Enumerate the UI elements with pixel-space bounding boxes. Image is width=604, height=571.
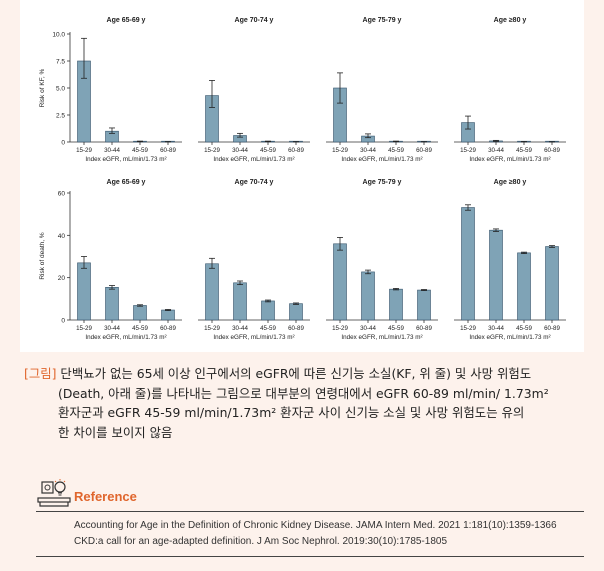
y-tick-label: 20 [58,275,66,282]
x-axis-label: Index eGFR, mL/min/1.73 m² [341,156,422,163]
x-tick-label: 30-44 [104,147,120,154]
bar [261,300,275,321]
reference-item: CKD:a call for an age-adapted definition… [74,536,448,547]
x-tick-label: 30-44 [104,325,120,332]
x-tick-label: 30-44 [488,147,504,154]
x-tick-label: 45-59 [516,325,532,332]
bar [77,262,91,321]
x-tick-label: 45-59 [516,147,532,154]
panel-title: Age 75-79 y [363,179,402,186]
chart-panel: Risk of KF, % 0 2.5 5.0 7.5 10.0 Age 65-69 y 15… [20,0,584,352]
y-tick-label: 40 [58,233,66,240]
reference-divider-bottom [36,556,584,557]
x-tick-label: 15-29 [332,325,348,332]
y-tick-label: 7.5 [56,59,65,66]
x-tick-label: 15-29 [332,147,348,154]
x-tick-label: 15-29 [204,147,220,154]
x-tick-label: 30-44 [360,325,376,332]
y-tick-label: 0 [61,140,65,147]
panel-title: Age ≥80 y [494,17,527,24]
bar [233,282,247,321]
kidney-risk-chart: Risk of KF, % 0 2.5 5.0 7.5 10.0 Age 65-69 y 15… [39,17,566,341]
y-tick-label: 5.0 [56,86,65,93]
x-axis-label: Index eGFR, mL/min/1.73 m² [469,156,550,163]
bar [389,288,403,321]
panel-title: Age 65-69 y [107,179,146,186]
x-tick-label: 45-59 [388,147,404,154]
bar [545,246,559,321]
x-tick-label: 60-89 [160,147,176,154]
x-tick-label: 15-29 [76,147,92,154]
x-tick-label: 60-89 [416,147,432,154]
caption-line-1: 단백뇨가 없는 65세 이상 인구에서의 eGFR에 따른 신기능 소실(KF,… [60,366,532,381]
bar [133,305,147,321]
x-axis-label: Index eGFR, mL/min/1.73 m² [85,334,166,341]
panel-title: Age 70-74 y [235,17,274,24]
x-tick-label: 60-89 [288,325,304,332]
caption-line-2: (Death, 아래 줄)를 나타내는 그림으로 대부분의 연령대에서 eGFR… [58,385,549,401]
reference-divider-top [36,511,584,512]
panel-title: Age 75-79 y [363,17,402,24]
x-tick-label: 30-44 [232,325,248,332]
bar [161,309,175,321]
reference-list: Accounting for Age in the Definition of … [74,518,574,550]
caption-line-3: 환자군과 eGFR 45-59 ml/min/1.73m² 환자군 사이 신기능… [58,405,525,420]
bar [417,289,431,321]
x-tick-label: 60-89 [416,325,432,332]
x-tick-label: 60-89 [544,325,560,332]
figure-caption: [그림] 단백뇨가 없는 65세 이상 인구에서의 eGFR에 따른 신기능 소… [24,364,584,442]
bar [517,252,531,321]
x-tick-label: 15-29 [460,147,476,154]
y-axis-label: Risk of death, % [39,232,46,280]
y-tick-label: 10.0 [52,32,65,39]
x-tick-label: 45-59 [132,325,148,332]
caption-line-4: 한 차이를 보이지 않음 [58,424,173,440]
x-tick-label: 45-59 [260,325,276,332]
bar [461,207,475,321]
panel-title: Age ≥80 y [494,179,527,186]
bar [105,287,119,321]
caption-tag: [그림] [24,366,57,381]
x-axis-label: Index eGFR, mL/min/1.73 m² [341,334,422,341]
bar [361,271,375,321]
x-tick-label: 30-44 [232,147,248,154]
reference-item: Accounting for Age in the Definition of … [74,520,557,531]
x-axis-label: Index eGFR, mL/min/1.73 m² [85,156,166,163]
x-tick-label: 60-89 [160,325,176,332]
y-tick-label: 2.5 [56,113,65,120]
y-tick-label: 0 [61,318,65,325]
bar [205,263,219,321]
x-tick-label: 60-89 [544,147,560,154]
x-tick-label: 30-44 [360,147,376,154]
x-tick-label: 15-29 [460,325,476,332]
panel-title: Age 70-74 y [235,179,274,186]
x-tick-label: 15-29 [76,325,92,332]
x-tick-label: 60-89 [288,147,304,154]
reference-title: Reference [74,489,137,504]
x-tick-label: 45-59 [260,147,276,154]
y-tick-label: 60 [58,191,66,198]
x-axis-label: Index eGFR, mL/min/1.73 m² [469,334,550,341]
x-tick-label: 15-29 [204,325,220,332]
y-axis-label: Risk of KF, % [39,68,46,107]
bar [289,303,303,321]
bar [333,243,347,321]
x-axis-label: Index eGFR, mL/min/1.73 m² [213,334,294,341]
panel-title: Age 65-69 y [107,17,146,24]
reference-book-icon [36,478,72,514]
x-axis-label: Index eGFR, mL/min/1.73 m² [213,156,294,163]
x-tick-label: 45-59 [388,325,404,332]
bar [489,229,503,321]
x-tick-label: 45-59 [132,147,148,154]
x-tick-label: 30-44 [488,325,504,332]
